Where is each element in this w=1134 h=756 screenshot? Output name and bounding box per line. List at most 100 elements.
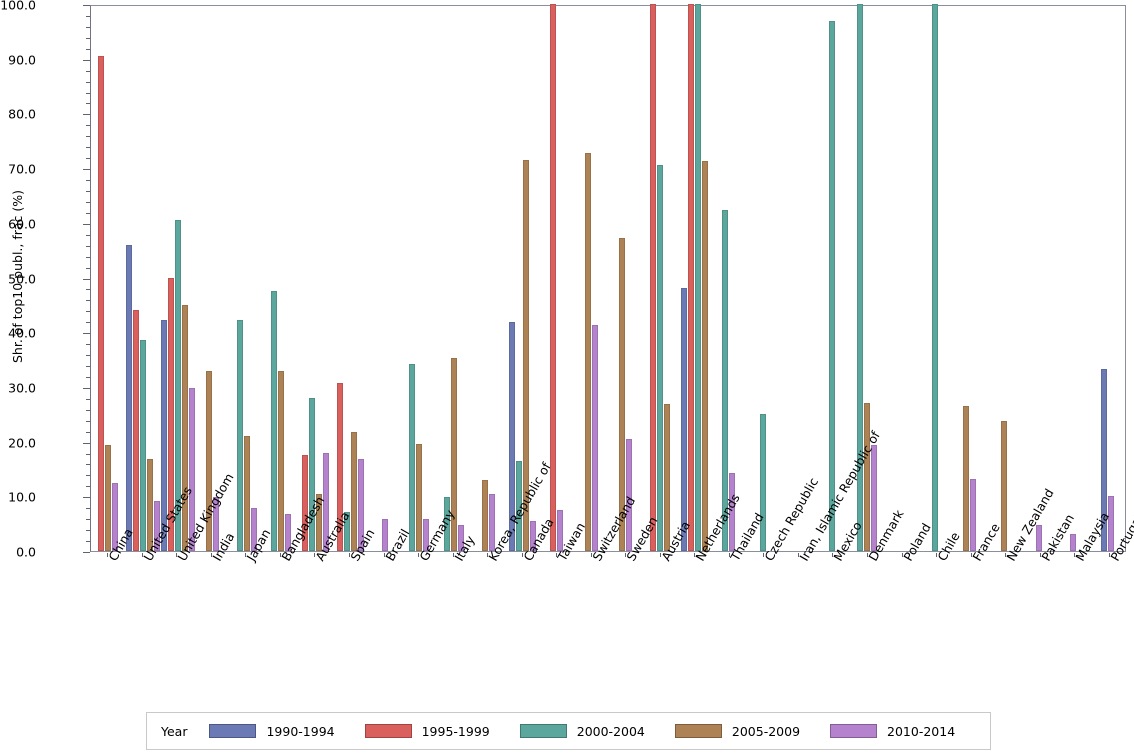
bar-group[interactable] xyxy=(677,4,711,551)
bar[interactable] xyxy=(213,497,220,551)
bar[interactable] xyxy=(457,525,464,551)
bar[interactable] xyxy=(139,340,146,551)
bar-group[interactable] xyxy=(574,6,608,551)
bar[interactable] xyxy=(350,432,357,551)
bar-group[interactable] xyxy=(815,6,849,551)
bar[interactable] xyxy=(105,444,112,551)
bar-group[interactable] xyxy=(505,6,539,551)
bar[interactable] xyxy=(664,403,671,551)
legend-item[interactable]: 2000-2004 xyxy=(519,724,645,739)
bar[interactable] xyxy=(1035,525,1042,551)
bar[interactable] xyxy=(619,238,626,551)
bar[interactable] xyxy=(729,473,736,551)
bar[interactable] xyxy=(153,501,160,551)
bar[interactable] xyxy=(409,364,416,551)
bar-group[interactable] xyxy=(160,6,195,551)
bar-group[interactable] xyxy=(436,6,470,551)
bar[interactable] xyxy=(488,494,495,551)
legend-item[interactable]: 1995-1999 xyxy=(364,724,490,739)
bar[interactable] xyxy=(112,483,119,551)
bar-group[interactable] xyxy=(333,6,367,551)
bar-group[interactable] xyxy=(91,6,125,551)
bar[interactable] xyxy=(167,278,174,551)
bar[interactable] xyxy=(1001,421,1008,551)
bar[interactable] xyxy=(188,388,195,551)
bar[interactable] xyxy=(443,496,450,551)
bar[interactable] xyxy=(132,310,139,551)
bar[interactable] xyxy=(181,304,188,551)
bar[interactable] xyxy=(522,160,529,551)
bar-group[interactable] xyxy=(918,4,952,551)
bar-group[interactable] xyxy=(471,6,505,551)
bar[interactable] xyxy=(174,220,181,551)
bar-group[interactable] xyxy=(987,6,1021,551)
bar-group[interactable] xyxy=(368,6,402,551)
legend-item[interactable]: 2005-2009 xyxy=(674,724,800,739)
bar-group[interactable] xyxy=(195,6,229,551)
bar[interactable] xyxy=(584,152,591,551)
bar[interactable] xyxy=(681,287,688,551)
legend-item[interactable]: 2010-2014 xyxy=(830,724,955,739)
bar[interactable] xyxy=(336,383,343,551)
bar-group[interactable] xyxy=(884,6,918,551)
bar[interactable] xyxy=(650,4,657,551)
bar[interactable] xyxy=(343,511,350,551)
bar[interactable] xyxy=(450,358,457,551)
bar[interactable] xyxy=(271,291,278,551)
bar[interactable] xyxy=(829,20,836,551)
bar[interactable] xyxy=(1070,534,1077,551)
bar[interactable] xyxy=(423,518,430,551)
bar[interactable] xyxy=(932,4,939,551)
bar[interactable] xyxy=(760,414,767,551)
bar[interactable] xyxy=(688,4,695,551)
bar[interactable] xyxy=(251,507,258,551)
bar-group[interactable] xyxy=(230,6,264,551)
bar[interactable] xyxy=(863,403,870,551)
bar[interactable] xyxy=(160,320,167,551)
bar[interactable] xyxy=(146,458,153,551)
bar[interactable] xyxy=(515,460,522,551)
bar-group[interactable] xyxy=(953,6,987,551)
bar[interactable] xyxy=(529,521,536,551)
bar-group[interactable] xyxy=(849,4,883,551)
bar[interactable] xyxy=(381,519,388,551)
bar[interactable] xyxy=(695,4,702,551)
bar[interactable] xyxy=(702,161,709,551)
bar[interactable] xyxy=(657,165,664,551)
bar[interactable] xyxy=(508,321,515,551)
bar-group[interactable] xyxy=(781,6,815,551)
bar[interactable] xyxy=(722,210,729,551)
bar[interactable] xyxy=(278,371,285,551)
bar[interactable] xyxy=(416,444,423,551)
bar[interactable] xyxy=(285,514,292,551)
bar[interactable] xyxy=(1108,496,1115,551)
bar[interactable] xyxy=(557,509,564,551)
bar[interactable] xyxy=(481,479,488,551)
legend-item[interactable]: 1990-1994 xyxy=(209,724,335,739)
bar[interactable] xyxy=(550,4,557,551)
bar-group[interactable] xyxy=(712,6,746,551)
bar-group[interactable] xyxy=(264,6,298,551)
bar[interactable] xyxy=(970,478,977,551)
bar[interactable] xyxy=(626,438,633,551)
bar[interactable] xyxy=(357,458,364,551)
bar[interactable] xyxy=(125,244,132,551)
bar[interactable] xyxy=(244,435,251,551)
bar[interactable] xyxy=(870,444,877,551)
bar-group[interactable] xyxy=(1022,6,1056,551)
bar-group[interactable] xyxy=(608,6,642,551)
bar-group[interactable] xyxy=(746,6,780,551)
bar[interactable] xyxy=(302,454,309,551)
bar-group[interactable] xyxy=(125,6,160,551)
bar[interactable] xyxy=(316,493,323,551)
bar-group[interactable] xyxy=(643,4,677,551)
bar[interactable] xyxy=(963,405,970,551)
bar[interactable] xyxy=(237,320,244,551)
bar-group[interactable] xyxy=(402,6,436,551)
bar[interactable] xyxy=(98,55,105,551)
bar-group[interactable] xyxy=(540,4,574,551)
bar[interactable] xyxy=(309,398,316,551)
bar[interactable] xyxy=(323,453,330,551)
bar[interactable] xyxy=(856,4,863,551)
bar[interactable] xyxy=(206,370,213,551)
